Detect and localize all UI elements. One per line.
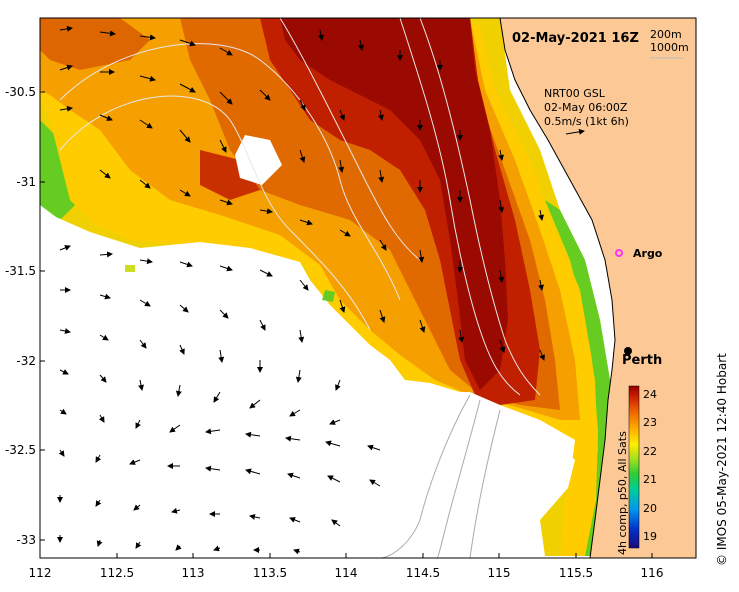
map-title: 02-May-2021 16Z — [512, 31, 639, 46]
lon-tick: 112.5 — [100, 566, 134, 580]
lon-tick: 114.5 — [406, 566, 440, 580]
lon-tick: 115 — [488, 566, 511, 580]
depth-200m-label: 200m — [650, 28, 682, 41]
sst-field — [40, 18, 612, 556]
lat-tick: -32 — [16, 354, 36, 368]
land-mass — [500, 18, 696, 558]
colorbar: 24 23 22 21 20 19 4h comp, p50, All Sats — [616, 385, 657, 555]
lon-tick: 114 — [335, 566, 358, 580]
argo-float-icon — [615, 249, 623, 257]
colorbar-label: 4h comp, p50, All Sats — [616, 431, 629, 555]
colorbar-tick-20: 20 — [643, 502, 657, 515]
argo-label: Argo — [633, 247, 663, 260]
city-dot-icon — [624, 347, 632, 355]
plot-frame — [39, 17, 697, 559]
current-scale-arrow — [565, 128, 585, 135]
lat-tick: -33 — [16, 533, 36, 547]
perth-label: Perth — [622, 353, 662, 368]
colorbar-tick-19: 19 — [643, 530, 657, 543]
lon-tick: 113.5 — [253, 566, 287, 580]
lat-tick: -32.5 — [5, 443, 36, 457]
lat-tick: -30.5 — [5, 85, 36, 99]
current-source: NRT00 GSL — [544, 87, 606, 100]
bathymetry-contours — [59, 18, 541, 396]
current-scale: 0.5m/s (1kt 6h) — [544, 115, 629, 128]
depth-1000m-label: 1000m — [650, 41, 689, 54]
current-vectors — [57, 25, 545, 555]
lon-tick: 112 — [29, 566, 52, 580]
credit-text: © IMOS 05-May-2021 12:40 Hobart — [715, 353, 729, 566]
lon-tick: 115.5 — [559, 566, 593, 580]
coastline — [499, 18, 616, 558]
colorbar-tick-21: 21 — [643, 473, 657, 486]
colorbar-tick-24: 24 — [643, 388, 657, 401]
lon-tick: 116 — [641, 566, 664, 580]
perth-marker[interactable]: Perth — [622, 347, 662, 368]
current-time: 02-May 06:00Z — [544, 101, 628, 114]
colorbar-tick-22: 22 — [643, 445, 657, 458]
lon-tick: 113 — [182, 566, 205, 580]
colorbar-ramp — [628, 385, 640, 549]
lat-tick: -31 — [16, 175, 36, 189]
colorbar-tick-23: 23 — [643, 416, 657, 429]
lat-axis: -30.5 -31 -31.5 -32 -32.5 -33 — [5, 85, 36, 547]
lon-axis: 112 112.5 113 113.5 114 114.5 115 115.5 … — [29, 566, 664, 580]
argo-marker[interactable]: Argo — [615, 247, 663, 260]
lat-tick: -31.5 — [5, 264, 36, 278]
